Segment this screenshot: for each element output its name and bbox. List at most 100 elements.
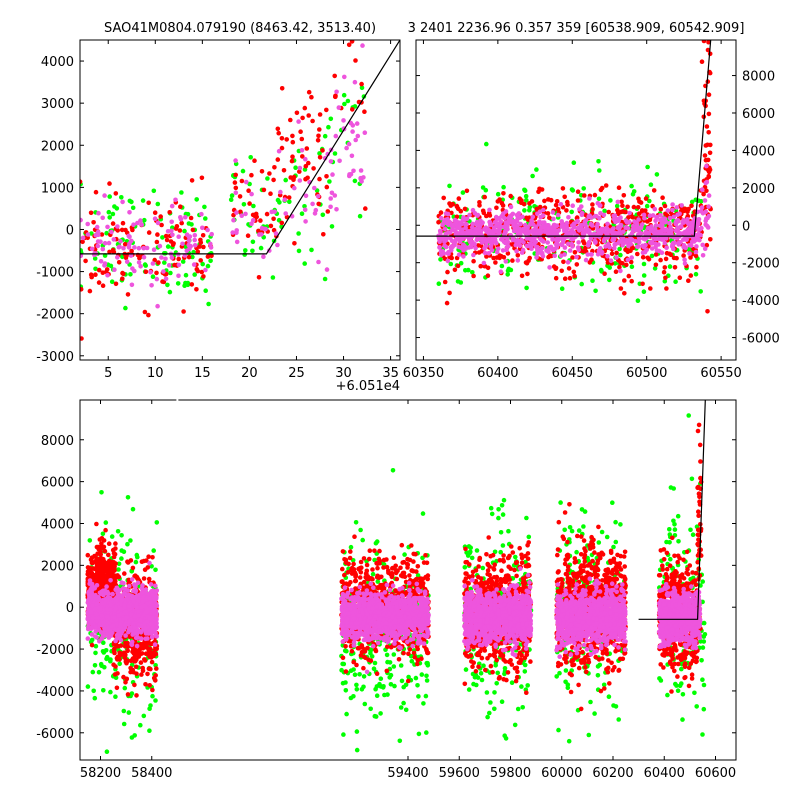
data-point [484,690,490,695]
data-point [234,239,240,245]
data-point [150,693,155,699]
data-point [189,282,195,287]
data-point [354,747,360,753]
data-point [258,245,264,251]
data-point [495,670,501,676]
data-point [460,236,465,242]
data-point [673,228,679,234]
data-point [448,261,454,267]
data-point [604,534,610,540]
data-point [662,216,667,222]
data-point [438,252,444,258]
data-point [108,689,113,695]
data-point [105,272,110,278]
data-point [586,242,591,247]
data-point [317,127,322,132]
plot-area-top-left [80,40,400,341]
data-point [510,258,515,263]
data-point [480,565,486,571]
data-point [695,220,700,226]
data-point [309,247,314,253]
y-tick-label: 4000 [41,55,74,70]
data-point [610,500,615,506]
data-point [192,243,198,248]
data-point [180,259,186,264]
data-point [146,200,151,206]
data-point [126,244,132,249]
y-tick-label: 8000 [742,70,775,85]
data-point [681,218,686,223]
data-point [253,211,259,217]
data-point [209,253,214,259]
data-point [143,269,149,275]
data-point [104,749,110,754]
data-point [151,653,156,659]
data-point [342,572,347,578]
data-point [229,193,235,198]
data-point [700,732,705,737]
data-point [113,281,119,287]
data-point [464,188,470,194]
data-point [205,263,211,269]
data-point [240,168,246,174]
data-point [198,237,203,243]
data-point [693,249,699,255]
data-point [438,230,443,235]
data-point [378,711,383,716]
data-point [704,124,710,129]
data-point [627,219,632,225]
data-point [662,278,668,284]
data-point [699,205,705,210]
data-point [250,239,256,245]
data-point [91,220,96,225]
data-point [559,286,565,292]
data-point [445,258,451,264]
data-point [553,202,559,208]
data-point [613,269,619,275]
data-point [445,211,451,217]
data-point [232,180,238,185]
data-point [701,191,706,197]
data-point [139,559,145,564]
data-point [125,495,131,500]
data-point [373,714,379,719]
data-point [631,204,637,210]
data-point [200,225,205,231]
data-point [471,252,476,258]
data-point [481,260,487,266]
y-tick-label: -2000 [742,257,780,272]
data-point [615,199,621,205]
data-point [702,198,708,203]
data-point [559,268,564,274]
data-point [686,206,691,212]
data-point [690,532,696,537]
data-point [322,133,328,139]
data-point [85,565,91,570]
data-point [163,276,169,282]
data-point [93,266,98,272]
data-point [635,205,641,210]
data-point [155,201,161,207]
data-point [106,552,111,558]
data-point [349,648,355,654]
data-point [618,286,624,291]
data-point [348,549,353,554]
data-point [420,555,425,561]
data-point [200,261,205,267]
data-point [115,574,120,580]
data-point [668,252,674,258]
data-point [598,210,603,216]
data-point [665,208,671,213]
data-point [139,222,144,227]
data-point [178,204,183,209]
data-point [558,202,564,207]
data-point [555,242,560,248]
data-point [645,164,650,170]
data-point [456,252,462,257]
data-point [117,661,122,667]
data-point [306,113,312,118]
data-point [115,224,120,229]
data-point [286,195,292,200]
data-point [361,665,366,671]
data-point [135,220,140,226]
